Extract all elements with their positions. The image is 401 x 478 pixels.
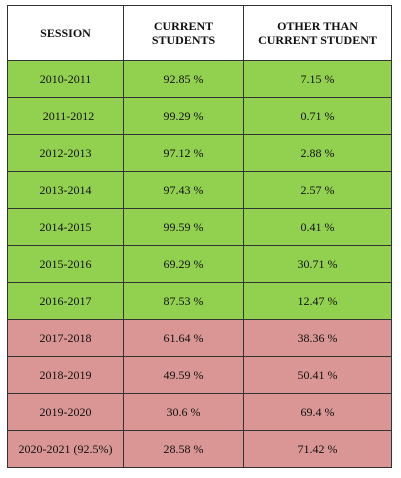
table-row: 2020-2021 (92.5%) 28.58 % 71.42 %	[7, 430, 392, 468]
table-row: 2017-2018 61.64 % 38.36 %	[7, 319, 392, 357]
other-students-cell: 2.57 %	[243, 171, 392, 209]
other-students-cell: 0.71 %	[243, 97, 392, 135]
session-column-header: SESSION	[7, 5, 124, 61]
session-cell: 2020-2021 (92.5%)	[7, 430, 124, 468]
current-students-cell: 92.85 %	[123, 60, 244, 98]
table-row: 2011-2012 99.29 % 0.71 %	[7, 97, 392, 135]
session-students-table: SESSION CURRENT STUDENTS OTHER THAN CURREN…	[7, 5, 392, 468]
current-students-cell: 99.59 %	[123, 208, 244, 246]
session-table-container: SESSION CURRENT STUDENTS OTHER THAN CURREN…	[7, 5, 392, 468]
session-cell: 2013-2014	[7, 171, 124, 209]
other-students-cell: 38.36 %	[243, 319, 392, 357]
table-row: 2019-2020 30.6 % 69.4 %	[7, 393, 392, 431]
table-row: 2016-2017 87.53 % 12.47 %	[7, 282, 392, 320]
session-cell: 2018-2019	[7, 356, 124, 394]
table-row: 2010-2011 92.85 % 7.15 %	[7, 60, 392, 98]
other-students-column-header: OTHER THAN CURRENT STUDENT	[243, 5, 392, 61]
other-students-cell: 30.71 %	[243, 245, 392, 283]
current-students-cell: 30.6 %	[123, 393, 244, 431]
current-students-cell: 69.29 %	[123, 245, 244, 283]
table-row: 2014-2015 99.59 % 0.41 %	[7, 208, 392, 246]
current-students-cell: 87.53 %	[123, 282, 244, 320]
current-students-column-header: CURRENT STUDENTS	[123, 5, 244, 61]
current-students-cell: 99.29 %	[123, 97, 244, 135]
other-students-cell: 0.41 %	[243, 208, 392, 246]
session-cell: 2017-2018	[7, 319, 124, 357]
table-row: 2015-2016 69.29 % 30.71 %	[7, 245, 392, 283]
other-students-cell: 71.42 %	[243, 430, 392, 468]
session-cell: 2014-2015	[7, 208, 124, 246]
session-cell: 2012-2013	[7, 134, 124, 172]
table-row: 2018-2019 49.59 % 50.41 %	[7, 356, 392, 394]
other-students-cell: 7.15 %	[243, 60, 392, 98]
other-students-cell: 12.47 %	[243, 282, 392, 320]
other-students-cell: 2.88 %	[243, 134, 392, 172]
session-cell: 2011-2012	[7, 97, 124, 135]
current-students-cell: 28.58 %	[123, 430, 244, 468]
session-cell: 2016-2017	[7, 282, 124, 320]
table-row: 2012-2013 97.12 % 2.88 %	[7, 134, 392, 172]
current-students-cell: 97.43 %	[123, 171, 244, 209]
current-students-cell: 97.12 %	[123, 134, 244, 172]
session-cell: 2015-2016	[7, 245, 124, 283]
session-cell: 2010-2011	[7, 60, 124, 98]
session-cell: 2019-2020	[7, 393, 124, 431]
other-students-cell: 69.4 %	[243, 393, 392, 431]
current-students-cell: 61.64 %	[123, 319, 244, 357]
table-header-row: SESSION CURRENT STUDENTS OTHER THAN CURREN…	[7, 5, 392, 61]
table-row: 2013-2014 97.43 % 2.57 %	[7, 171, 392, 209]
other-students-cell: 50.41 %	[243, 356, 392, 394]
current-students-cell: 49.59 %	[123, 356, 244, 394]
